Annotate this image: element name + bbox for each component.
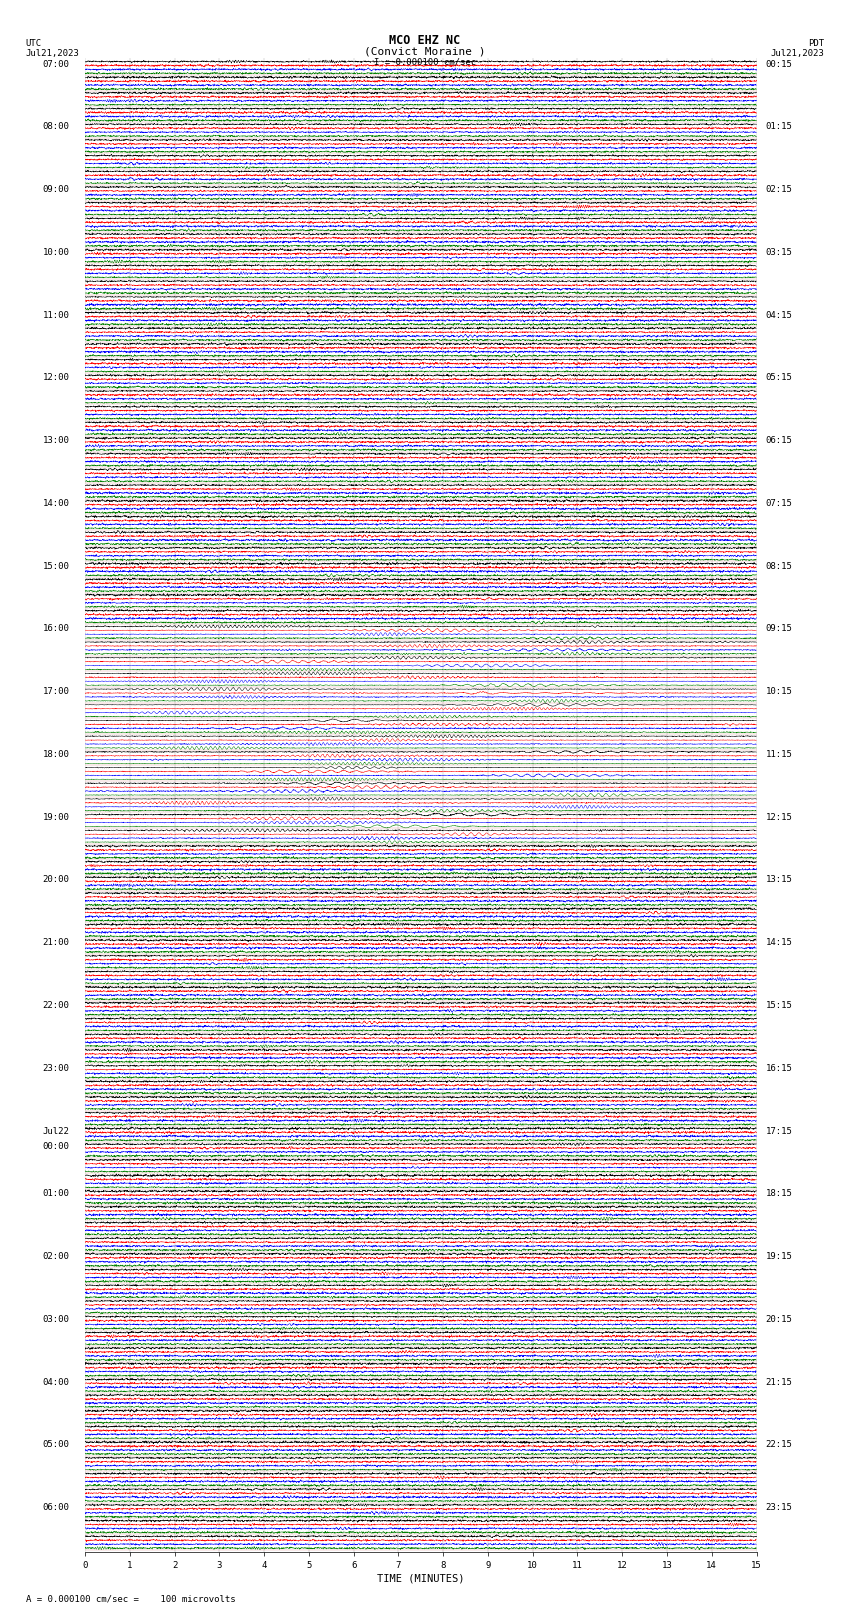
Text: A = 0.000100 cm/sec =    100 microvolts: A = 0.000100 cm/sec = 100 microvolts <box>26 1594 235 1603</box>
Text: 07:15: 07:15 <box>766 498 792 508</box>
Text: PDT: PDT <box>808 39 824 48</box>
Text: 01:15: 01:15 <box>766 123 792 131</box>
Text: 02:15: 02:15 <box>766 185 792 194</box>
Text: 10:15: 10:15 <box>766 687 792 697</box>
Text: 23:15: 23:15 <box>766 1503 792 1511</box>
Text: UTC: UTC <box>26 39 42 48</box>
Text: 15:15: 15:15 <box>766 1002 792 1010</box>
Text: 15:00: 15:00 <box>42 561 70 571</box>
Text: 19:15: 19:15 <box>766 1252 792 1261</box>
Text: 17:15: 17:15 <box>766 1126 792 1136</box>
Text: 18:15: 18:15 <box>766 1189 792 1198</box>
Text: 02:00: 02:00 <box>42 1252 70 1261</box>
Text: 05:00: 05:00 <box>42 1440 70 1450</box>
Text: 16:00: 16:00 <box>42 624 70 634</box>
Text: (Convict Moraine ): (Convict Moraine ) <box>365 47 485 56</box>
Text: 04:00: 04:00 <box>42 1378 70 1387</box>
Text: 14:15: 14:15 <box>766 939 792 947</box>
Text: 08:00: 08:00 <box>42 123 70 131</box>
Text: 08:15: 08:15 <box>766 561 792 571</box>
Text: 03:00: 03:00 <box>42 1315 70 1324</box>
Text: 19:00: 19:00 <box>42 813 70 821</box>
Text: Jul21,2023: Jul21,2023 <box>26 48 79 58</box>
Text: 22:00: 22:00 <box>42 1002 70 1010</box>
Text: 03:15: 03:15 <box>766 248 792 256</box>
Text: 10:00: 10:00 <box>42 248 70 256</box>
Text: 05:15: 05:15 <box>766 374 792 382</box>
Text: I = 0.000100 cm/sec: I = 0.000100 cm/sec <box>374 56 476 66</box>
Text: 09:00: 09:00 <box>42 185 70 194</box>
Text: 07:00: 07:00 <box>42 60 70 69</box>
Text: 12:15: 12:15 <box>766 813 792 821</box>
Text: 21:15: 21:15 <box>766 1378 792 1387</box>
Text: 04:15: 04:15 <box>766 311 792 319</box>
Text: 06:15: 06:15 <box>766 436 792 445</box>
Text: 13:00: 13:00 <box>42 436 70 445</box>
Text: Jul21,2023: Jul21,2023 <box>771 48 824 58</box>
Text: 13:15: 13:15 <box>766 876 792 884</box>
Text: 09:15: 09:15 <box>766 624 792 634</box>
Text: Jul22: Jul22 <box>42 1126 70 1136</box>
Text: 06:00: 06:00 <box>42 1503 70 1511</box>
Text: 23:00: 23:00 <box>42 1063 70 1073</box>
Text: 17:00: 17:00 <box>42 687 70 697</box>
X-axis label: TIME (MINUTES): TIME (MINUTES) <box>377 1574 464 1584</box>
Text: 14:00: 14:00 <box>42 498 70 508</box>
Text: 21:00: 21:00 <box>42 939 70 947</box>
Text: 18:00: 18:00 <box>42 750 70 760</box>
Text: MCO EHZ NC: MCO EHZ NC <box>389 34 461 47</box>
Text: 20:00: 20:00 <box>42 876 70 884</box>
Text: 11:00: 11:00 <box>42 311 70 319</box>
Text: 20:15: 20:15 <box>766 1315 792 1324</box>
Text: 11:15: 11:15 <box>766 750 792 760</box>
Text: 01:00: 01:00 <box>42 1189 70 1198</box>
Text: 12:00: 12:00 <box>42 374 70 382</box>
Text: 22:15: 22:15 <box>766 1440 792 1450</box>
Text: 00:15: 00:15 <box>766 60 792 69</box>
Text: 00:00: 00:00 <box>42 1142 70 1152</box>
Text: 16:15: 16:15 <box>766 1063 792 1073</box>
